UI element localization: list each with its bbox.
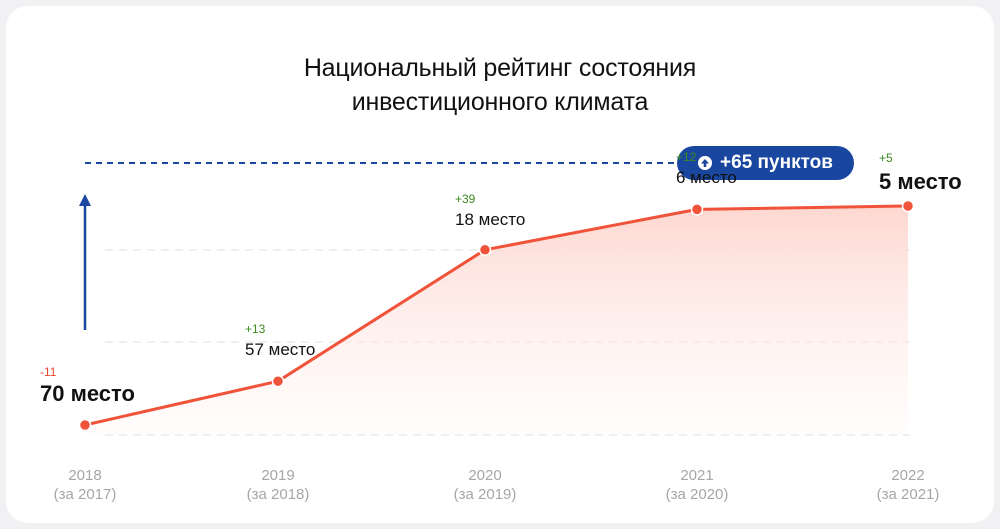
- x-tick-year: 2019: [261, 467, 295, 484]
- data-point: [690, 203, 704, 216]
- change-label: +5: [879, 151, 893, 165]
- change-label: -11: [40, 365, 57, 379]
- arrow-up-circle-icon: [698, 156, 713, 170]
- change-label: +13: [245, 322, 266, 337]
- change-label: +39: [455, 191, 476, 206]
- x-tick-subtitle: (за 2020): [665, 486, 729, 503]
- x-tick-subtitle: (за 2017): [53, 486, 117, 503]
- x-tick-subtitle: (за 2018): [246, 486, 310, 503]
- rank-label: 70 место: [40, 381, 135, 406]
- rank-label: 6 место: [676, 168, 737, 188]
- x-tick-subtitle: (за 2021): [876, 486, 940, 503]
- x-tick-label: 2019 (за 2018): [218, 466, 338, 504]
- growth-arrow-head: [79, 194, 91, 206]
- rank-label: 5 место: [879, 169, 962, 194]
- series-area: [85, 206, 908, 435]
- x-tick-year: 2021: [680, 467, 714, 484]
- rank-label: 18 место: [455, 209, 526, 229]
- data-point: [901, 199, 915, 213]
- x-tick-label: 2018 (за 2017): [25, 466, 145, 504]
- chart-title-line-1: Национальный рейтинг состояния: [303, 54, 697, 82]
- data-point: [271, 374, 285, 388]
- chart-title-line-2: инвестиционного климата: [351, 88, 649, 116]
- x-tick-subtitle: (за 2019): [453, 486, 517, 503]
- x-tick-year: 2020: [468, 467, 502, 484]
- rank-label: 57 место: [245, 340, 316, 360]
- x-tick-label: 2021 (за 2020): [637, 466, 757, 504]
- improvement-badge: +65 пунктов: [677, 146, 854, 180]
- x-tick-year: 2022: [891, 467, 925, 484]
- change-label: +12: [676, 150, 697, 165]
- x-tick-year: 2018: [68, 467, 102, 484]
- data-point: [478, 243, 492, 257]
- x-tick-label: 2020 (за 2019): [425, 466, 545, 504]
- x-tick-label: 2022 (за 2021): [848, 466, 968, 504]
- badge-text: +65 пунктов: [720, 152, 833, 173]
- data-point: [78, 418, 92, 432]
